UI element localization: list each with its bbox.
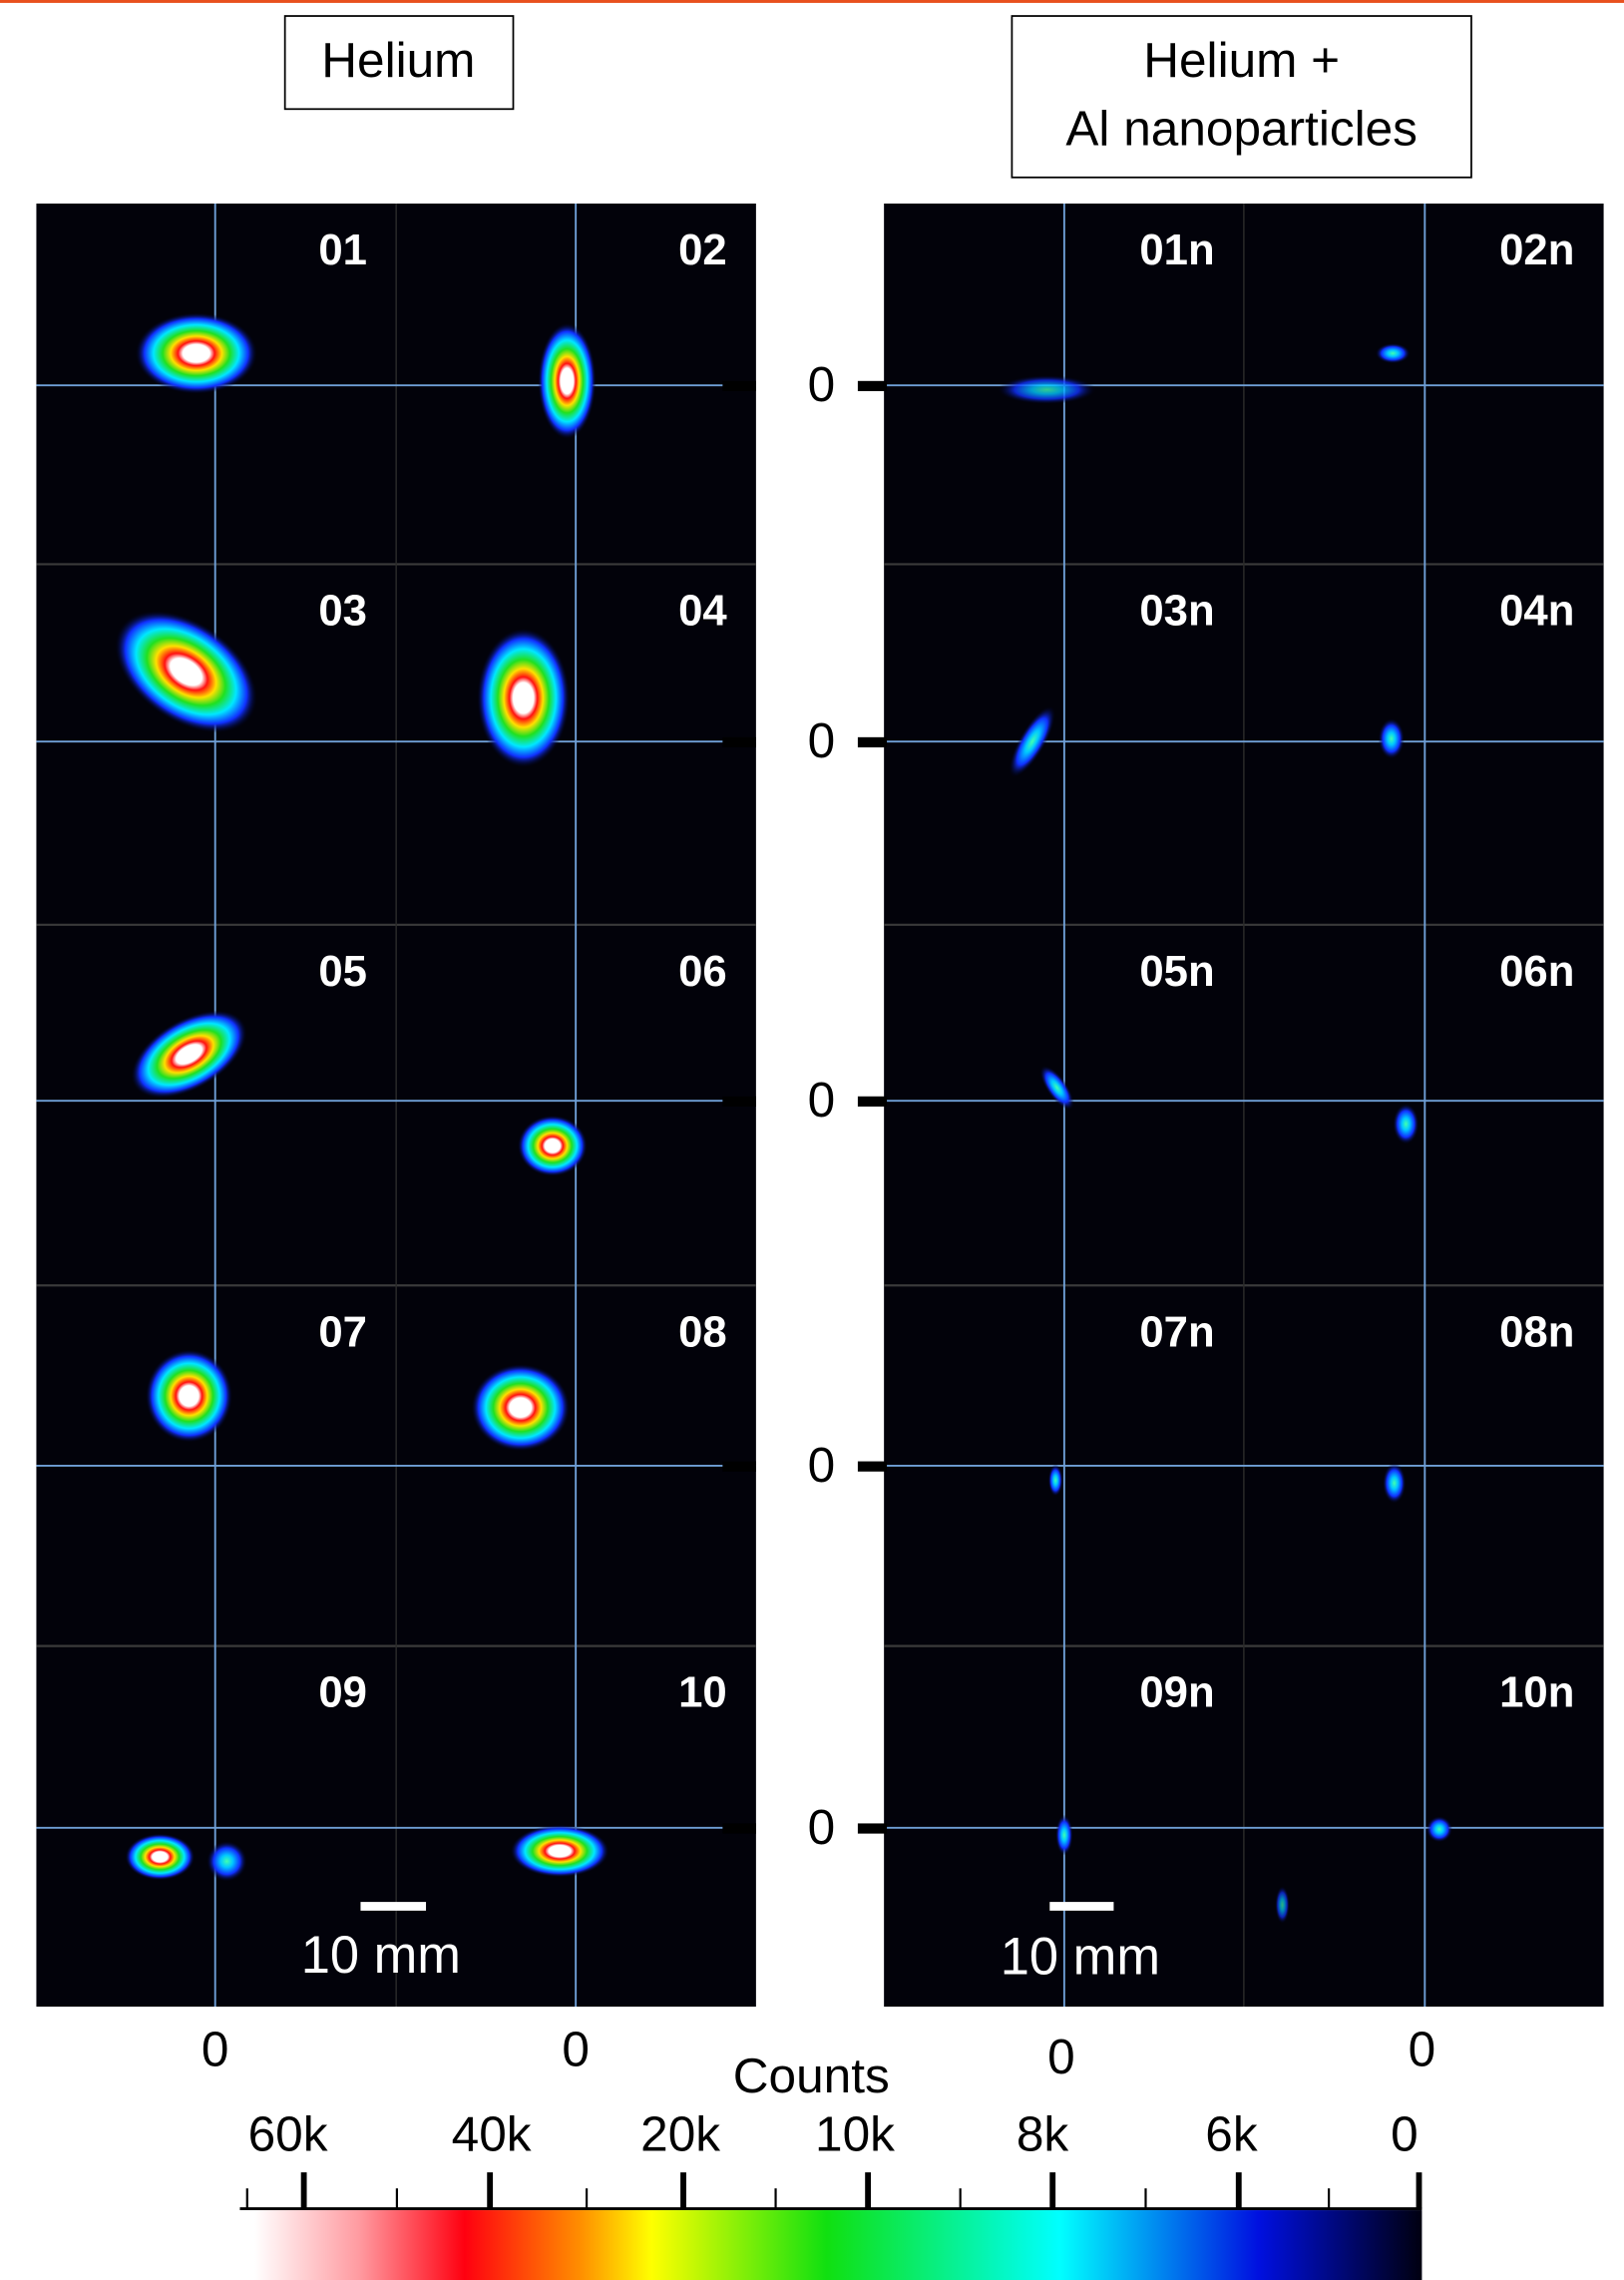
panel-label: 06 [678,947,727,996]
axis-tick [857,736,888,748]
spot [477,628,571,768]
scale-bar-label: 10 mm [1001,1928,1160,1986]
axis-tick [857,1823,888,1834]
axis-tick [857,380,888,392]
colorbar-tick-label: 60k [248,2105,328,2161]
zero-label: 0 [808,1072,836,1128]
zero-label: 0 [1409,2022,1436,2077]
spot [1383,1463,1407,1504]
header: Helium + [1143,32,1340,88]
axis-tick [722,380,756,392]
colorbar-tick-label: 6k [1205,2105,1258,2161]
spot [125,1833,196,1881]
panel-label: 09n [1139,1668,1214,1717]
spot [538,322,597,440]
axis-tick [722,1096,756,1107]
panel-label: 03n [1139,587,1214,636]
intensity-spots [115,312,1453,1924]
panel-label: 02n [1499,226,1574,274]
axis-tick [857,1461,888,1472]
spot [510,1824,609,1878]
spot [131,1010,247,1099]
colorbar-title: Counts [733,2048,890,2103]
zero-label: 0 [808,712,836,768]
panel-label: 04 [678,587,727,636]
spot [115,610,258,733]
panel-label: 07n [1139,1307,1214,1356]
panel-label: 03 [318,587,367,636]
colorbar-tick-label: 40k [452,2105,532,2161]
spot [1378,717,1405,759]
colorbar-ticks: 60k 40k 20k 10k 8k 6k 0 [245,2105,1422,2209]
axis-tick [722,1461,756,1472]
header-box [1011,15,1472,179]
panel-label: 01 [318,226,367,274]
zero-label: 0 [562,2022,590,2077]
spot [1039,1065,1074,1111]
colorbar-tick-label: 8k [1016,2105,1069,2161]
spot [1275,1886,1290,1924]
zero-label: 0 [808,1799,836,1855]
colorbar-tick-label: 20k [640,2105,720,2161]
panel-label: 10 [678,1668,727,1717]
axis-tick [722,1823,756,1834]
spot [135,312,257,394]
spot [1055,1814,1073,1856]
panel-label: 02 [678,226,727,274]
spot [1047,1464,1063,1497]
panel-label: 08 [678,1307,727,1356]
colorbar-tick-label: 0 [1391,2105,1419,2161]
scale-bar [1049,1902,1114,1911]
zero-label: 0 [808,1437,836,1493]
spot [1393,1104,1420,1144]
colorbar [254,2210,1422,2280]
axis-tick [857,1096,888,1107]
panel-label: 07 [318,1307,367,1356]
spot [517,1115,588,1176]
colorbar-tick-label: 10k [815,2105,895,2161]
zero-label: 0 [808,356,836,412]
scale-bar-label: 10 mm [301,1927,461,1985]
spot [471,1363,571,1452]
panel-label: 01n [1139,226,1214,274]
zero-label: 0 [1047,2029,1075,2084]
scale-bar [360,1902,427,1911]
spot [145,1349,233,1443]
axis-tick [722,736,756,748]
image-grid [36,204,1604,2008]
spot [997,374,1096,405]
top-rule [0,0,1624,3]
header: Helium [321,32,475,88]
panel-label: 10n [1499,1668,1574,1717]
panel-label: 09 [318,1668,367,1717]
panel-label: 05 [318,947,367,996]
zero-label: 0 [202,2022,229,2077]
spot [1425,1816,1453,1843]
spot [1375,342,1411,364]
panel-label: 04n [1499,587,1574,636]
header: Al nanoparticles [1065,101,1418,157]
panel-label: 06n [1499,947,1574,996]
labels: 01 02 03 04 05 06 07 08 09 10 01n 02n 03n 04n 05n 06n 07… [202,226,1575,2084]
panel-label: 08n [1499,1307,1574,1356]
spot [205,1840,247,1882]
header-box [283,15,515,111]
panel-label: 05n [1139,947,1214,996]
spot [1009,705,1056,778]
